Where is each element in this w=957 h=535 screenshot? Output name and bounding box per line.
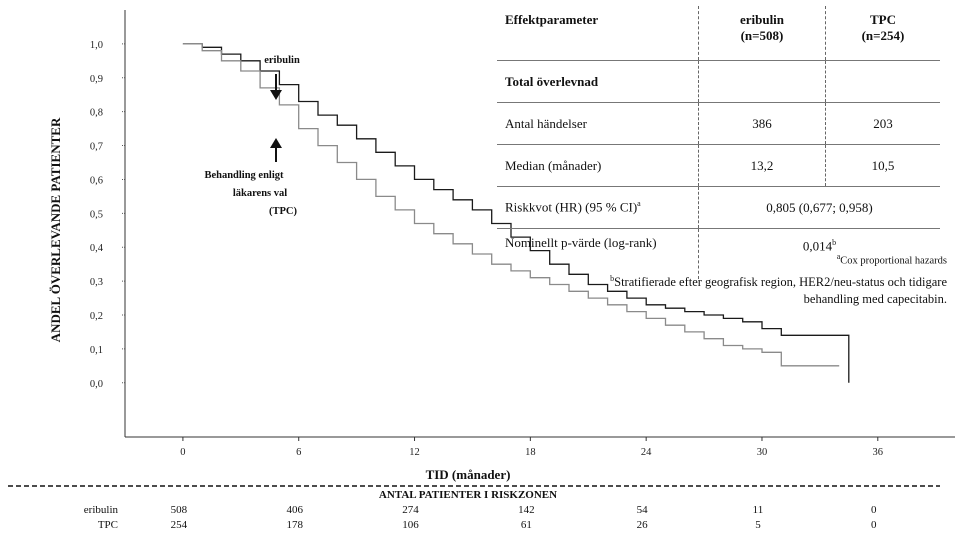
down-arrow-icon (270, 74, 282, 100)
x-tick-label: 36 (873, 447, 884, 458)
x-tick-label: 12 (409, 447, 420, 458)
y-tick-label: 0,6 (90, 175, 103, 186)
risk-cell: 5 (755, 519, 761, 531)
y-tick-label: 0,5 (90, 209, 103, 220)
median-label: Median (månader) (497, 144, 699, 187)
x-tick-label: 0 (180, 447, 185, 458)
header-tpc-name: TPC (870, 12, 896, 27)
events-label: Antal händelser (497, 102, 699, 145)
y-tick-label: 0,7 (90, 142, 103, 153)
footnote-a: aCox proportional hazards (607, 248, 947, 270)
table-header-row: Effektparameter eribulin (n=508) TPC (n=… (497, 6, 940, 61)
pvalue-row: Nominellt p-värde (log-rank) 0,014b (497, 228, 941, 280)
median-eribulin: 13,2 (698, 144, 826, 187)
x-tick-label: 18 (525, 447, 536, 458)
events-row: Antal händelser 386 203 (497, 102, 940, 145)
pvalue-sup: b (832, 238, 837, 247)
y-tick-label: 0,8 (90, 108, 103, 119)
header-tpc-n: (n=254) (861, 28, 905, 43)
risk-row-label: TPC (98, 519, 118, 531)
results-table: Effektparameter eribulin (n=508) TPC (n=… (497, 6, 940, 279)
up-arrow-icon (270, 138, 282, 162)
risk-cell: 274 (402, 504, 419, 516)
risk-cell: 106 (402, 519, 419, 531)
y-tick-label: 0,4 (90, 243, 104, 254)
x-axis-title: TID (månader) (426, 467, 511, 482)
risk-cell: 11 (753, 504, 764, 516)
x-tick-label: 24 (641, 447, 652, 458)
median-row: Median (månader) 13,2 10,5 (497, 144, 940, 187)
tpc-annotation-line2: läkarens val (233, 188, 287, 199)
y-axis-title: ANDEL ÖVERLEVANDE PATIENTER (48, 117, 63, 342)
y-tick-label: 0,2 (90, 311, 103, 322)
risk-cell: 61 (521, 519, 532, 531)
pvalue-text: 0,014 (802, 238, 833, 254)
y-ticks: 0,0 0,1 0,2 0,3 0,4 0,5 0,6 0,7 0,8 0,9 1,0 (90, 40, 126, 390)
risk-cell: 54 (637, 504, 649, 516)
risk-row-label: eribulin (84, 504, 119, 516)
risk-cell: 142 (518, 504, 535, 516)
eribulin-annotation: eribulin (264, 55, 300, 66)
pvalue-label: Nominellt p-värde (log-rank) (497, 228, 699, 279)
hr-label-text: Riskkvot (HR) (95 % CI) (505, 199, 638, 215)
risk-cell: 0 (871, 504, 877, 516)
risk-cell: 254 (171, 519, 188, 531)
section-empty-2 (825, 60, 940, 103)
tpc-annotation-line1: Behandling enligt (204, 170, 284, 181)
section-empty-1 (698, 60, 826, 103)
pvalue-value: 0,014b (699, 229, 941, 280)
events-eribulin: 386 (698, 102, 826, 145)
section-title: Total överlevnad (497, 60, 699, 103)
y-tick-label: 0,3 (90, 277, 103, 288)
events-tpc: 203 (825, 102, 940, 145)
risk-cell: 178 (286, 519, 303, 531)
hr-label: Riskkvot (HR) (95 % CI)a (497, 186, 699, 229)
median-tpc: 10,5 (825, 144, 940, 187)
x-tick-label: 6 (296, 447, 301, 458)
header-tpc: TPC (n=254) (825, 6, 940, 61)
x-tick-label: 30 (757, 447, 768, 458)
risk-cell: 0 (871, 519, 877, 531)
footnote-a-text: Cox proportional hazards (840, 255, 947, 267)
hr-row: Riskkvot (HR) (95 % CI)a 0,805 (0,677; 0… (497, 186, 940, 229)
risk-table-title: ANTAL PATIENTER I RISKZONEN (379, 489, 557, 501)
y-tick-label: 0,9 (90, 74, 103, 85)
hr-value: 0,805 (0,677; 0,958) (698, 186, 940, 229)
footnote-a-mark: a (836, 252, 841, 261)
y-tick-label: 0,0 (90, 379, 103, 390)
x-ticks: 0 6 12 18 24 30 36 (180, 437, 883, 458)
risk-table: eribulin 508 406 274 142 54 11 0 TPC 254 178 106 61 2… (84, 504, 877, 531)
footnote-b-text: Stratifierade efter geografisk region, H… (614, 274, 947, 306)
footnotes: aCox proportional hazards bStratifierade… (607, 248, 947, 308)
footnote-b: bStratifierade efter geografisk region, … (607, 270, 947, 308)
risk-cell: 26 (637, 519, 649, 531)
y-tick-label: 1,0 (90, 40, 103, 51)
hr-label-sup: a (637, 199, 641, 209)
section-row: Total överlevnad (497, 60, 940, 103)
header-param: Effektparameter (497, 6, 699, 61)
header-eribulin: eribulin (n=508) (698, 6, 826, 61)
y-tick-label: 0,1 (90, 345, 103, 356)
footnote-b-mark: b (610, 273, 615, 283)
risk-cell: 508 (171, 504, 188, 516)
header-eribulin-name: eribulin (739, 12, 785, 27)
risk-cell: 406 (286, 504, 303, 516)
tpc-annotation-line3: (TPC) (269, 206, 297, 217)
header-eribulin-n: (n=508) (740, 28, 784, 43)
